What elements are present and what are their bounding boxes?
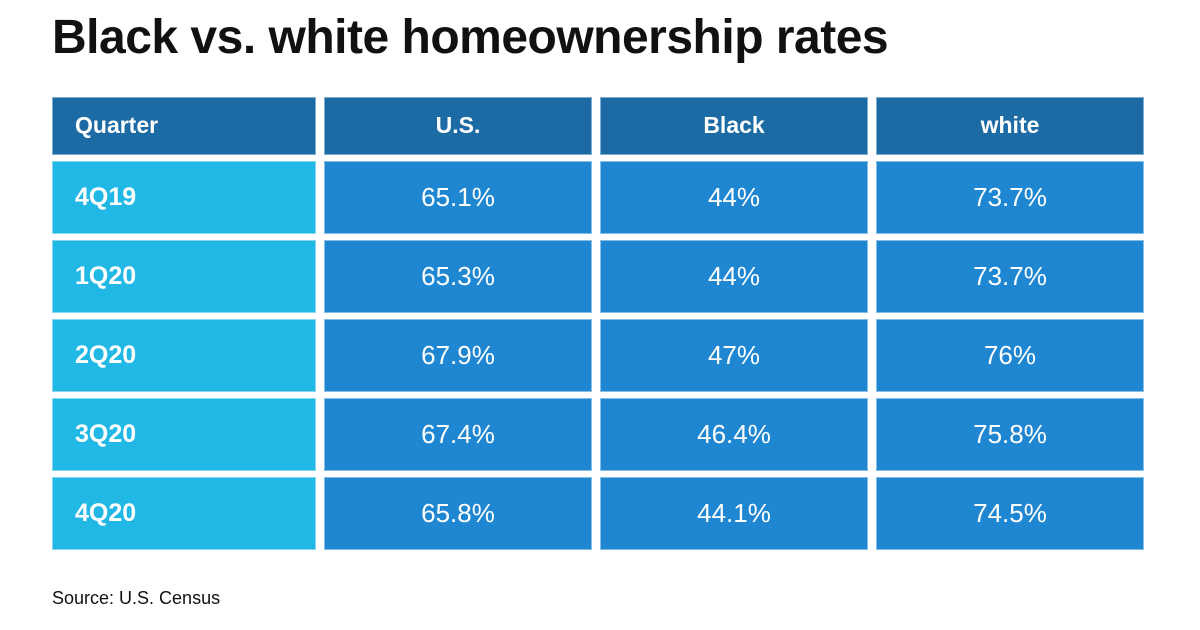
homeownership-table: Quarter U.S. Black white 4Q19 65.1% 44% … <box>52 96 1144 550</box>
table-header-us: U.S. <box>324 96 592 155</box>
value-cell-white: 73.7% <box>876 160 1144 234</box>
value-cell-black: 47% <box>600 318 868 392</box>
value-cell-black: 46.4% <box>600 397 868 471</box>
table-header-white: white <box>876 96 1144 155</box>
quarter-cell: 3Q20 <box>52 397 316 471</box>
value-cell-white: 76% <box>876 318 1144 392</box>
value-cell-us: 65.1% <box>324 160 592 234</box>
value-cell-white: 75.8% <box>876 397 1144 471</box>
quarter-cell: 1Q20 <box>52 239 316 313</box>
source-attribution: Source: U.S. Census <box>52 587 221 608</box>
value-cell-us: 65.3% <box>324 239 592 313</box>
value-cell-black: 44.1% <box>600 476 868 550</box>
table-header-quarter: Quarter <box>52 96 316 155</box>
quarter-cell: 2Q20 <box>52 318 316 392</box>
value-cell-us: 67.4% <box>324 397 592 471</box>
value-cell-white: 74.5% <box>876 476 1144 550</box>
value-cell-us: 67.9% <box>324 318 592 392</box>
value-cell-black: 44% <box>600 160 868 234</box>
value-cell-black: 44% <box>600 239 868 313</box>
table-header-black: Black <box>600 96 868 155</box>
quarter-cell: 4Q19 <box>52 160 316 234</box>
value-cell-white: 73.7% <box>876 239 1144 313</box>
quarter-cell: 4Q20 <box>52 476 316 550</box>
page-title: Black vs. white homeownership rates <box>52 11 889 64</box>
value-cell-us: 65.8% <box>324 476 592 550</box>
